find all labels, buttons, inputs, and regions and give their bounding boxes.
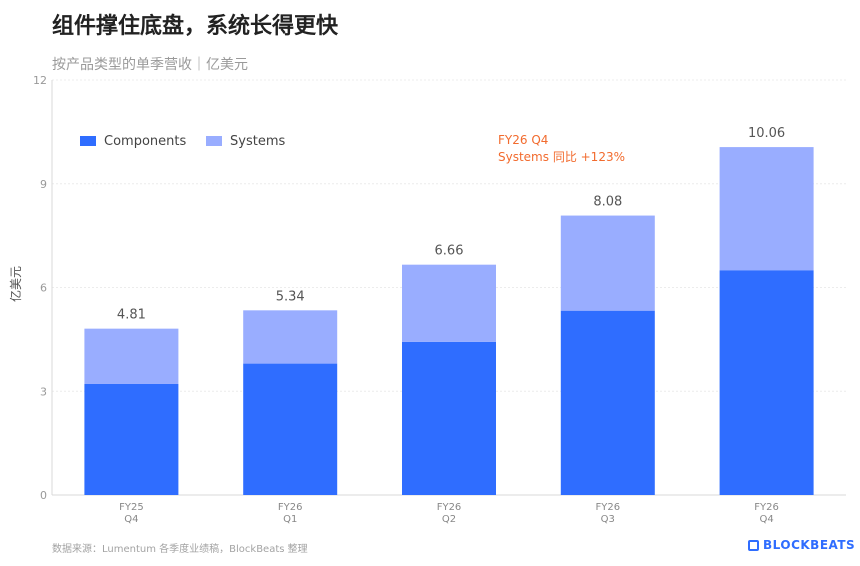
brand-name: BLOCKBEATS xyxy=(763,538,856,552)
bar-total-label: 6.66 xyxy=(435,244,464,259)
y-tick-label: 0 xyxy=(40,489,47,502)
legend-label-components: Components xyxy=(104,134,186,149)
annotation-text: Systems 同比 +123% xyxy=(498,150,625,164)
y-axis-label: 亿美元 xyxy=(8,266,23,302)
bar-systems xyxy=(243,310,338,364)
bar-total-label: 8.08 xyxy=(593,195,622,210)
legend-swatch-components xyxy=(80,136,96,146)
y-tick-label: 9 xyxy=(40,178,47,191)
x-tick-label: Q3 xyxy=(601,514,615,525)
bar-systems xyxy=(402,264,496,342)
bar-total-label: 4.81 xyxy=(117,308,146,323)
bar-total-label: 10.06 xyxy=(748,126,785,141)
x-tick-label: Q2 xyxy=(442,514,456,525)
bar-components xyxy=(84,383,179,495)
x-tick-label: FY26 xyxy=(278,502,303,513)
brand-logo: BLOCKBEATS xyxy=(748,538,855,552)
bar-systems xyxy=(560,215,655,311)
x-tick-label: FY26 xyxy=(437,502,462,513)
chart-title: 组件撑住底盘，系统长得更快 xyxy=(52,14,339,39)
bar-total-label: 5.34 xyxy=(276,289,305,304)
bar-systems xyxy=(84,328,179,384)
x-tick-label: Q1 xyxy=(283,514,297,525)
y-tick-label: 3 xyxy=(40,385,47,398)
bar-components xyxy=(560,310,655,495)
bar-systems xyxy=(719,147,814,271)
y-tick-label: 6 xyxy=(40,282,47,295)
bar-components xyxy=(402,341,496,495)
bar-components xyxy=(243,363,338,495)
x-tick-label: Q4 xyxy=(124,514,138,525)
x-tick-label: Q4 xyxy=(759,514,773,525)
legend-label-systems: Systems xyxy=(230,134,285,149)
source-note: 数据来源：Lumentum 各季度业绩稿，BlockBeats 整理 xyxy=(52,544,308,555)
x-tick-label: FY25 xyxy=(119,502,144,513)
x-tick-label: FY26 xyxy=(596,502,621,513)
bar-components xyxy=(719,270,814,495)
blockbeats-logo-icon xyxy=(748,539,759,551)
legend-swatch-systems xyxy=(206,136,222,146)
chart-subtitle: 按产品类型的单季营收｜亿美元 xyxy=(52,57,248,73)
x-tick-label: FY26 xyxy=(754,502,779,513)
y-tick-label: 12 xyxy=(33,74,47,87)
annotation-text: FY26 Q4 xyxy=(498,133,548,147)
